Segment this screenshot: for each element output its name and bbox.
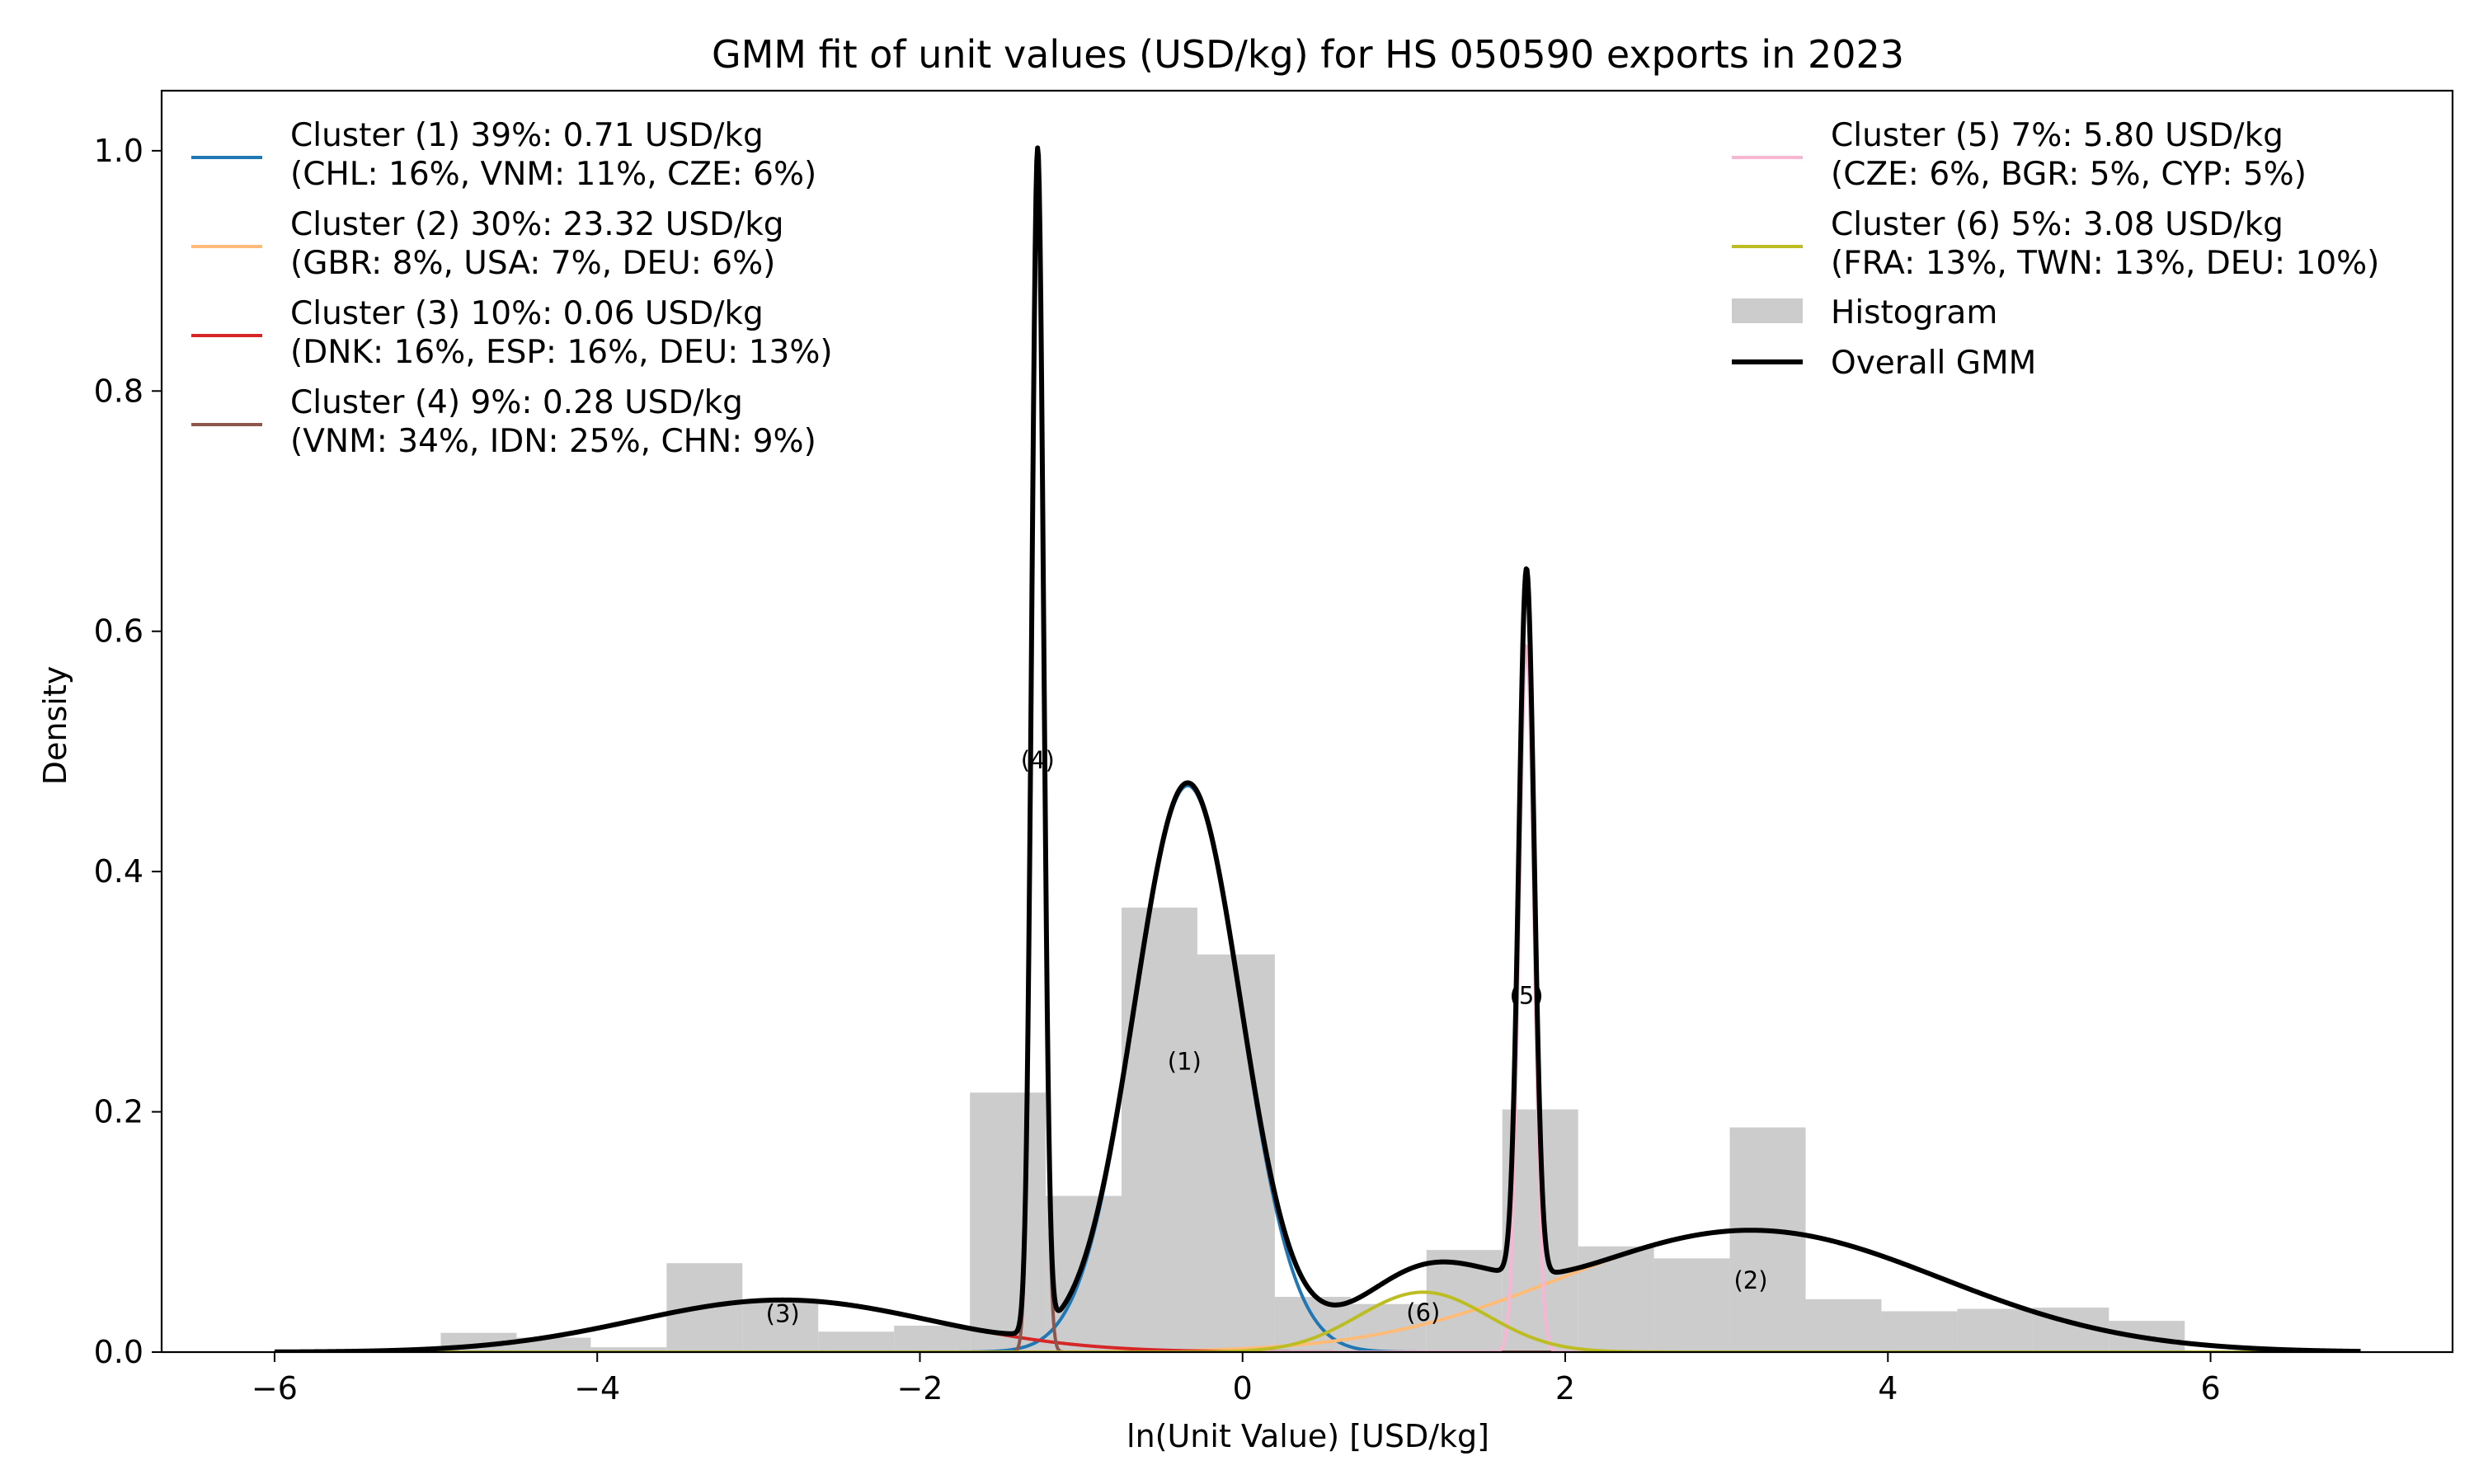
y-tick-label: 0.4 (94, 853, 143, 890)
y-tick-label: 0.6 (94, 613, 143, 650)
x-tick-label: 2 (1555, 1370, 1575, 1407)
cluster-6-curve (274, 1290, 2361, 1352)
x-tick-label: −4 (574, 1370, 620, 1407)
legend-cluster-1-label: Cluster (1) 39%: 0.71 USD/kg (290, 117, 764, 154)
legend-cluster-3-label: Cluster (3) 10%: 0.06 USD/kg (290, 295, 764, 332)
legend-right: Cluster (5) 7%: 5.80 USD/kg(CZE: 6%, BGR… (1732, 117, 2379, 382)
cluster-2-annotation: (2) (1733, 1266, 1767, 1294)
x-axis-label: ln(Unit Value) [USD/kg] (1126, 1418, 1489, 1454)
chart-title: GMM fit of unit values (USD/kg) for HS 0… (712, 32, 1904, 77)
legend-cluster-6-label: Cluster (6) 5%: 3.08 USD/kg (1831, 206, 2284, 243)
cluster-1-annotation: (1) (1168, 1048, 1202, 1076)
x-tick-label: −2 (896, 1370, 943, 1407)
legend-overall-label: Overall GMM (1831, 345, 2036, 382)
legend-cluster-2-countries: (GBR: 8%, USA: 7%, DEU: 6%) (290, 245, 775, 282)
histogram-bar (590, 1347, 667, 1352)
histogram-bar (1653, 1258, 1730, 1352)
y-tick-label: 1.0 (94, 133, 143, 169)
cluster-3-annotation: (3) (766, 1300, 800, 1328)
cluster-6-annotation: (6) (1406, 1298, 1440, 1327)
y-tick-label: 0.0 (94, 1334, 143, 1370)
overall-gmm-curve (272, 145, 2363, 1352)
histogram-bar (1957, 1308, 2034, 1352)
cluster-5-annotation: (5) (1510, 981, 1544, 1009)
legend-cluster-1-countries: (CHL: 16%, VNM: 11%, CZE: 6%) (290, 156, 816, 193)
legend-cluster-4-countries: (VNM: 34%, IDN: 25%, CHN: 9%) (290, 423, 816, 460)
histogram-bar (1805, 1298, 1882, 1352)
cluster-1-curve (274, 783, 2361, 1352)
legend-left: Cluster (1) 39%: 0.71 USD/kg(CHL: 16%, V… (191, 117, 833, 460)
histogram-bar (742, 1298, 819, 1352)
x-tick-label: 4 (1878, 1370, 1898, 1407)
histogram-bar (1197, 954, 1275, 1352)
x-tick-label: −6 (252, 1370, 298, 1407)
legend-cluster-5-countries: (CZE: 6%, BGR: 5%, CYP: 5%) (1831, 156, 2307, 193)
histogram-bar (894, 1325, 971, 1352)
legend-cluster-4-label: Cluster (4) 9%: 0.28 USD/kg (290, 384, 743, 421)
x-tick-label: 0 (1233, 1370, 1253, 1407)
legend-cluster-5-label: Cluster (5) 7%: 5.80 USD/kg (1831, 117, 2284, 154)
y-tick-label: 0.8 (94, 373, 143, 409)
histogram-bar (1881, 1311, 1958, 1352)
cluster-4-annotation: (4) (1021, 746, 1055, 774)
legend-cluster-6-countries: (FRA: 13%, TWN: 13%, DEU: 10%) (1831, 245, 2379, 282)
histogram-bar (818, 1331, 895, 1352)
plot-frame (160, 89, 2454, 1354)
histogram-bar (1729, 1127, 1806, 1352)
legend-cluster-2-label: Cluster (2) 30%: 23.32 USD/kg (290, 206, 784, 243)
y-tick-label: 0.2 (94, 1094, 143, 1130)
histogram-bar (1122, 907, 1197, 1352)
histogram-bar (970, 1092, 1047, 1352)
legend-histogram-label: Histogram (1831, 294, 1997, 331)
histogram-bar (1046, 1195, 1122, 1352)
plot-area: (1) (2) (3) (4) (5) (6) −6 −4 −2 0 2 4 6 0.0 0.2 0.4 0.6… (94, 89, 2454, 1407)
legend-histogram-swatch (1732, 298, 1803, 323)
legend-cluster-3-countries: (DNK: 16%, ESP: 16%, DEU: 13%) (290, 334, 833, 371)
y-axis-label: Density (37, 666, 73, 785)
x-tick-label: 6 (2200, 1370, 2220, 1407)
